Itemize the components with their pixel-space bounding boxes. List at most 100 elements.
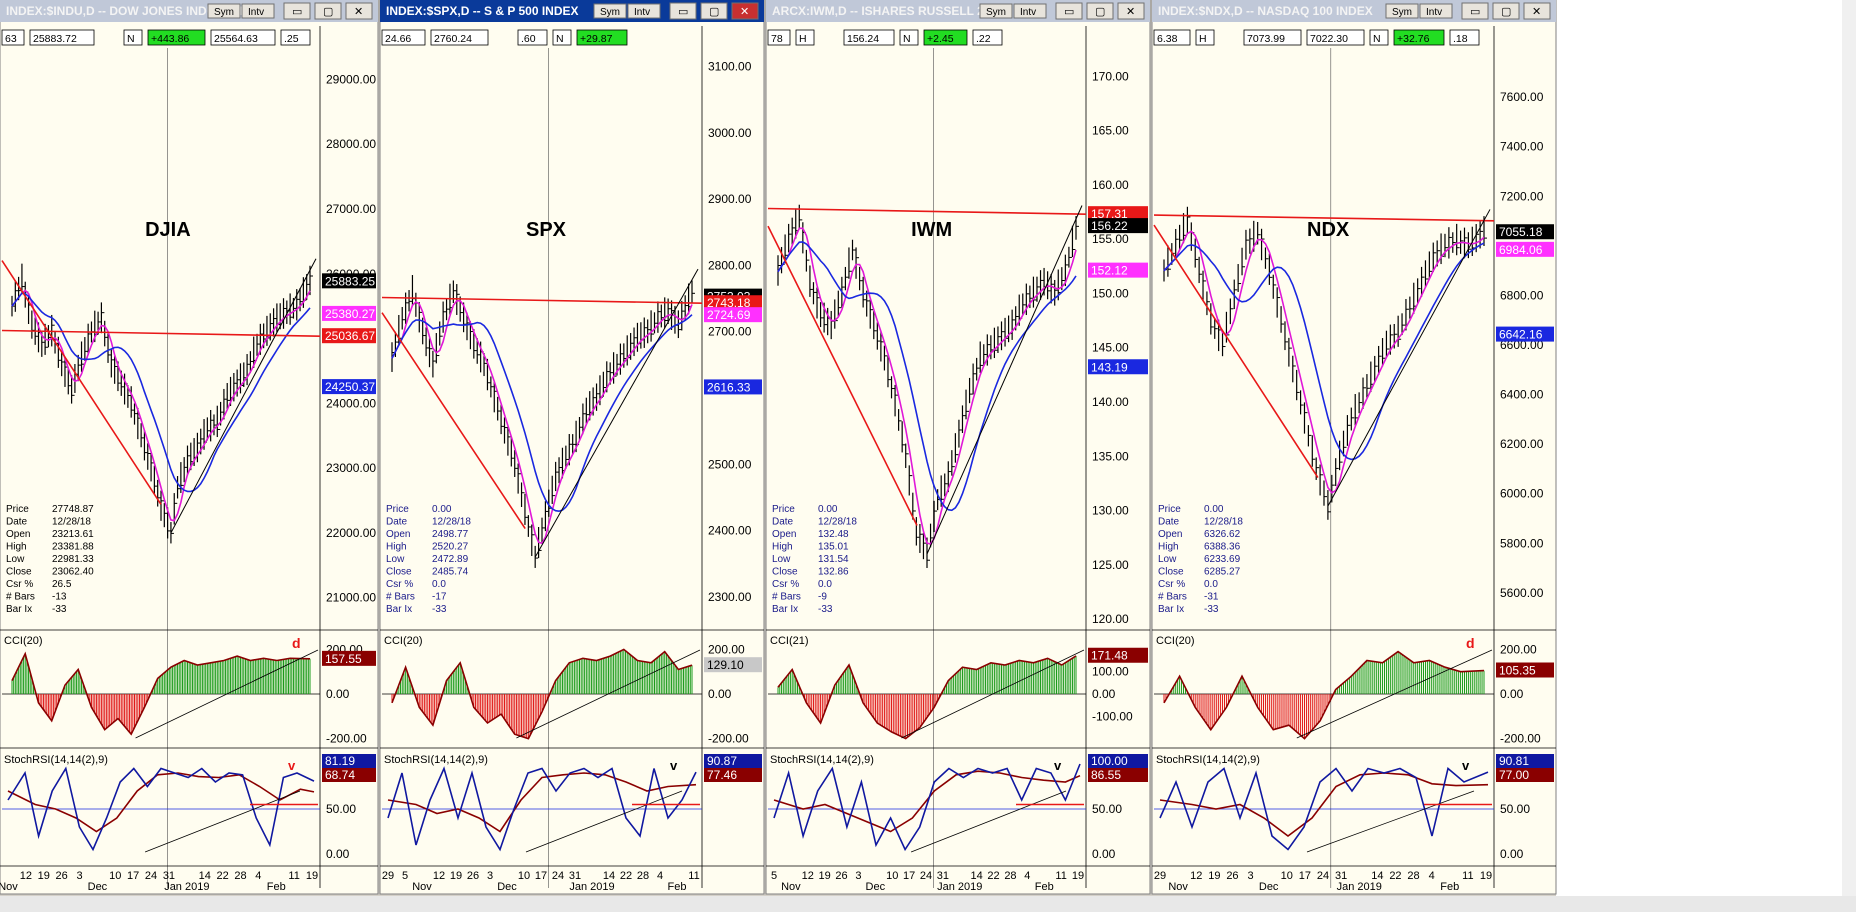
cci-line <box>777 655 1077 740</box>
price-tag-text: 25380.27 <box>325 307 375 321</box>
ohlc-field <box>1153 29 1191 46</box>
window-title: INDEX:$NDX,D -- NASDAQ 100 INDEX <box>1158 4 1373 18</box>
ohlc-field-text: N <box>903 33 911 45</box>
stoch-trend-line <box>1306 790 1475 853</box>
ohlc-field <box>1306 29 1365 46</box>
x-tick-label: 19 <box>1480 870 1492 882</box>
chart-window-frame <box>379 0 765 895</box>
stoch-rsi-line <box>7 766 315 852</box>
maximize-button[interactable] <box>1086 2 1114 20</box>
info-value: -33 <box>52 604 67 615</box>
minimize-button[interactable] <box>283 2 311 20</box>
ohlc-field <box>899 29 919 46</box>
sym-button[interactable] <box>593 3 627 19</box>
stoch-tick-label: 0.00 <box>1092 847 1116 861</box>
info-key: Low <box>1158 554 1177 565</box>
close-button[interactable] <box>731 2 759 20</box>
x-tick-label: 29 <box>1154 870 1166 882</box>
minimize-button[interactable] <box>1055 2 1083 20</box>
minimize-icon: ▭ <box>1064 6 1074 18</box>
info-value: 12/28/18 <box>818 517 857 528</box>
x-tick-label: Jan 2019 <box>937 881 982 893</box>
price-tag-text: 6984.06 <box>1499 243 1543 257</box>
x-tick-label: Feb <box>267 881 286 893</box>
info-value: 6233.69 <box>1204 554 1241 565</box>
price-tick-label: 23000.00 <box>326 461 376 475</box>
info-key: Open <box>386 529 410 540</box>
price-tick-label: 2700.00 <box>708 325 752 339</box>
maximize-button[interactable] <box>314 2 342 20</box>
cci-tick-label: -100.00 <box>1092 709 1133 723</box>
price-tick-label: 170.00 <box>1092 69 1129 83</box>
maximize-button[interactable] <box>1492 2 1520 20</box>
stoch-rsi-line <box>387 766 697 852</box>
price-tick-label: 22000.00 <box>326 526 376 540</box>
cci-tick-label: -200.00 <box>326 732 367 746</box>
ma-red-line <box>1 329 321 337</box>
x-tick-label: 19 <box>38 870 50 882</box>
price-tick-label: 2900.00 <box>708 192 752 206</box>
info-key: Date <box>6 517 28 528</box>
x-tick-label: 4 <box>255 870 261 882</box>
close-button[interactable] <box>1523 2 1551 20</box>
cci-histogram <box>1163 651 1485 739</box>
maximize-button[interactable] <box>700 2 728 20</box>
cci-tick-label: 200.00 <box>708 642 745 656</box>
ohlc-field <box>767 29 791 46</box>
ohlc-field <box>1369 29 1389 46</box>
info-value: -33 <box>432 604 447 615</box>
intv-button[interactable] <box>1013 3 1047 19</box>
price-tick-label: 28000.00 <box>326 137 376 151</box>
intv-button[interactable] <box>1419 3 1453 19</box>
cci-tick-label: 200.00 <box>1500 642 1537 656</box>
price-tag <box>1088 218 1148 234</box>
title-bar[interactable] <box>766 0 1150 22</box>
title-bar[interactable] <box>1152 0 1556 22</box>
ohlc-field <box>1393 29 1445 46</box>
price-tag-text: 2616.33 <box>707 380 751 394</box>
cci-tick-label: -200.00 <box>1500 732 1541 746</box>
ma-magenta-line <box>391 300 693 545</box>
price-tick-label: 165.00 <box>1092 124 1129 138</box>
vertical-scrollbar[interactable] <box>1842 0 1856 896</box>
stoch-tag <box>322 768 376 782</box>
x-tick-label: Dec <box>866 881 886 893</box>
info-value: 0.00 <box>1204 504 1224 515</box>
close-button[interactable] <box>1117 2 1145 20</box>
stoch-tag-text: 90.81 <box>1499 754 1529 768</box>
x-tick-label: 26 <box>467 870 479 882</box>
intv-button[interactable] <box>627 3 661 19</box>
close-icon: ✕ <box>1532 6 1541 18</box>
x-tick-label: 22 <box>216 870 228 882</box>
x-tick-label: 19 <box>1072 870 1084 882</box>
price-tag-text: 7055.18 <box>1499 225 1543 239</box>
price-tag-text: 2724.69 <box>707 308 751 322</box>
minimize-button[interactable] <box>669 2 697 20</box>
sym-button[interactable] <box>979 3 1013 19</box>
x-tick-label: Nov <box>412 881 432 893</box>
x-tick-label: 3 <box>855 870 861 882</box>
sym-button[interactable] <box>207 3 241 19</box>
x-tick-label: 4 <box>1429 870 1435 882</box>
sym-button[interactable] <box>1385 3 1419 19</box>
ma-red-line <box>381 296 703 304</box>
minimize-icon: ▭ <box>678 6 688 18</box>
title-bar[interactable] <box>380 0 764 22</box>
info-key: Open <box>6 529 30 540</box>
price-tag-text: 2743.18 <box>707 296 751 310</box>
x-tick-label: 19 <box>306 870 318 882</box>
close-button[interactable] <box>345 2 373 20</box>
info-key: Close <box>386 567 412 578</box>
price-tag <box>1088 359 1148 375</box>
price-tag <box>322 379 376 395</box>
ohlc-field <box>843 29 895 46</box>
ohlc-field-text: 7073.99 <box>1247 33 1285 45</box>
minimize-button[interactable] <box>1461 2 1489 20</box>
info-key: Date <box>772 517 794 528</box>
cci-tag-text: 105.35 <box>1499 663 1536 677</box>
ohlc-field <box>552 29 572 46</box>
x-tick-label: 10 <box>886 870 898 882</box>
price-tick-label: 24000.00 <box>326 396 376 410</box>
uptrend-line <box>926 205 1083 555</box>
intv-button[interactable] <box>241 3 275 19</box>
